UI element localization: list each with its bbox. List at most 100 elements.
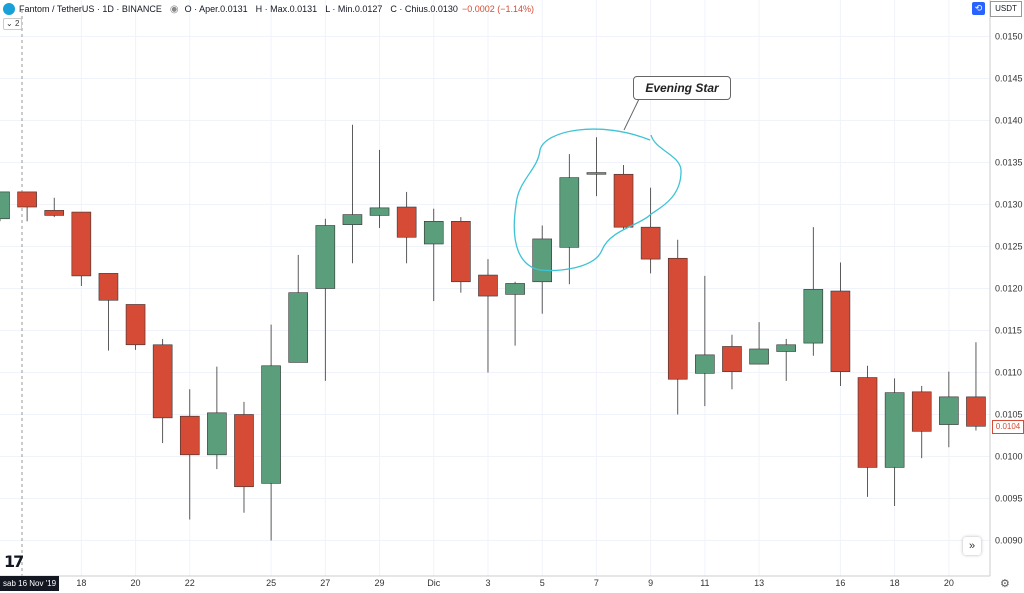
x-tick-label: Dic [427,578,440,588]
candle-body-up [803,289,824,344]
fantom-logo-icon [3,3,15,15]
candle [749,322,769,365]
candle-body-up [505,283,525,295]
x-tick-label: 16 [835,578,845,588]
y-tick-label: 0.0140 [995,116,1023,126]
candle [152,338,173,444]
candle-body-down [17,191,37,208]
y-tick-label: 0.0120 [995,284,1023,294]
candle-body-up [288,292,309,363]
candle-body-down [396,206,417,238]
x-tick-label: 7 [594,578,599,588]
price-axis[interactable]: 0.0150 0.0145 0.0140 0.0135 0.0130 0.0125 0.01… [995,32,1023,546]
ohlc-change: −0.0002 (−1.14%) [461,4,534,14]
candle [722,334,742,390]
ohlc-low: L · Min.0.0127 [325,4,383,14]
x-tick-label: 5 [540,578,545,588]
candle-body-up [749,348,769,365]
x-tick-label: 20 [944,578,954,588]
candle-body-down [451,221,471,283]
candle [44,197,65,218]
y-tick-label: 0.0100 [995,452,1023,462]
tradingview-logo-icon[interactable]: 17 [4,552,24,571]
evening-star-highlight [513,128,682,272]
eye-icon[interactable]: ◉ [169,3,179,15]
candle-body-up [369,207,390,216]
x-tick-label: 18 [76,578,86,588]
candle-body-down [640,226,661,260]
candle [0,191,10,222]
candle-body-up [207,412,227,456]
callout-pointer [623,96,641,131]
candle-body-up [559,177,580,248]
indicator-toggle[interactable]: ⌄ 2 [3,18,23,30]
candle [884,378,905,507]
x-tick-label: 9 [648,578,653,588]
candle-body-up [0,191,10,220]
candle [125,304,146,350]
candle [396,191,417,264]
candle-body-up [423,221,444,245]
candle [586,137,607,197]
candle [803,227,824,356]
candle [315,218,336,381]
candle-body-down [98,273,119,301]
candle-body-up [695,354,715,374]
current-price-label: 0.0104 [992,420,1024,434]
candle [288,254,309,363]
candle [98,273,119,351]
candle-body-down [911,391,932,432]
compare-icon[interactable]: ⟲ [972,2,985,15]
candle [939,371,959,448]
currency-label[interactable]: USDT [990,1,1022,17]
candle-body-down [667,257,688,380]
candle [505,281,525,346]
crosshair-date-label: sab 16 Nov '19 [0,576,60,591]
candle-body-up [776,344,796,352]
candle-body-down [44,210,65,216]
y-tick-label: 0.0105 [995,410,1023,420]
symbol-header: Fantom / TetherUS · 1D · BINANCE ◉ O · A… [0,0,534,18]
x-tick-label: 3 [485,578,490,588]
x-tick-label: 25 [266,578,276,588]
symbol-title[interactable]: Fantom / TetherUS · 1D · BINANCE [19,4,162,14]
y-tick-label: 0.0145 [995,74,1023,84]
candle-body-up [532,238,553,283]
candle [17,191,37,222]
candle [451,217,471,293]
candle-body-up [261,365,281,484]
candle-body-down [966,396,986,427]
candle-body-down [71,211,92,277]
scroll-to-realtime-button[interactable]: » [963,537,981,555]
y-tick-label: 0.0135 [995,158,1023,168]
y-tick-label: 0.0110 [995,368,1022,378]
y-tick-label: 0.0125 [995,242,1023,252]
ohlc-open: O · Aper.0.0131 [184,4,248,14]
candle [667,239,688,415]
candle [830,262,851,386]
y-tick-label: 0.0150 [995,32,1023,42]
ohlc-high: H · Max.0.0131 [255,4,318,14]
candle [966,342,986,431]
y-tick-label: 0.0115 [995,326,1022,336]
x-tick-label: 13 [754,578,764,588]
evening-star-label: Evening Star [633,76,731,100]
y-tick-label: 0.0130 [995,200,1023,210]
indicator-count: 2 [14,19,20,28]
candle [640,187,661,274]
candle [261,324,281,541]
candle [776,338,796,381]
time-axis[interactable]: 18 20 22 25 27 29 Dic 3 5 7 9 11 13 16 18 20 [76,578,954,588]
candle [71,211,92,286]
candle-body-down [179,415,200,456]
x-tick-label: 18 [890,578,900,588]
candle [207,366,227,470]
ohlc-close: C · Chius.0.0130 [390,4,458,14]
candle [613,165,634,230]
x-tick-label: 27 [320,578,330,588]
settings-gear-icon[interactable]: ⚙ [1000,578,1010,590]
candle [342,124,363,264]
candle-body-down [613,173,634,228]
candle [369,149,390,229]
